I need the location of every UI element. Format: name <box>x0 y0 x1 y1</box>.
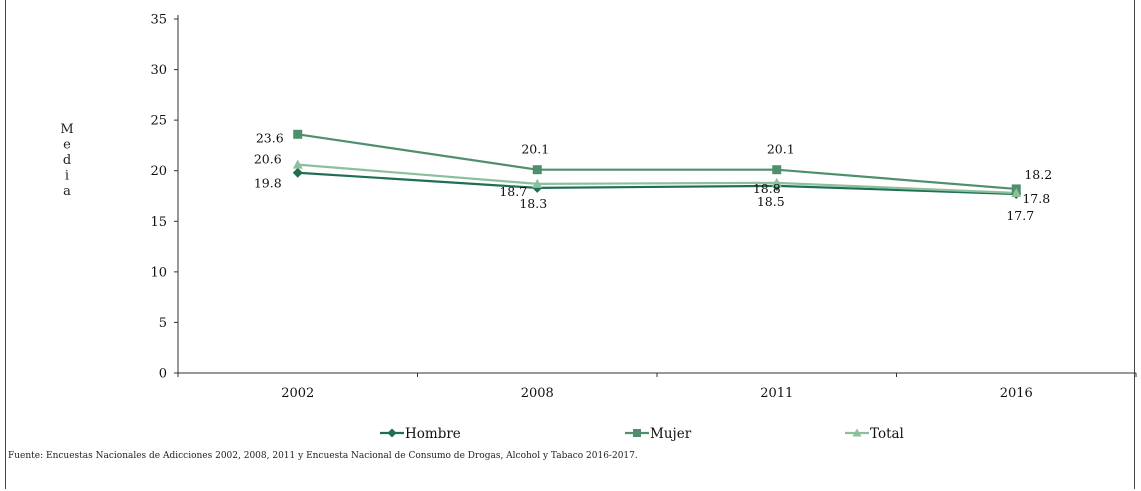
marker-total <box>1011 187 1022 197</box>
source-note: Fuente: Encuestas Nacionales de Adiccion… <box>8 451 638 461</box>
marker-mujer <box>293 129 303 139</box>
legend-label-total: Total <box>870 426 904 442</box>
data-label-total: 18.7 <box>499 184 527 199</box>
data-label-mujer: 18.2 <box>1024 167 1052 182</box>
marker-mujer <box>532 165 542 175</box>
legend-marker-hombre <box>387 428 397 438</box>
legend-label-mujer: Mujer <box>650 426 692 442</box>
data-label-total: 18.8 <box>753 181 781 196</box>
y-axis-label-letter: e <box>63 138 71 153</box>
y-axis-label-letter: a <box>63 184 71 199</box>
y-axis-label-letter: i <box>65 169 69 184</box>
y-tick-label: 20 <box>150 164 167 179</box>
data-label-total: 17.8 <box>1022 191 1050 206</box>
marker-total <box>532 178 543 188</box>
series-line-hombre <box>297 171 1017 196</box>
chart-frame <box>5 0 1135 489</box>
y-axis-label-letter: d <box>63 153 71 168</box>
data-label-hombre: 18.3 <box>519 196 547 211</box>
y-tick-label: 10 <box>150 265 167 280</box>
y-axis-label-letter: M <box>60 122 73 137</box>
series-markers <box>292 129 1022 199</box>
y-axis: 0 5 10 15 20 25 30 35 <box>150 13 179 382</box>
marker-hombre <box>292 167 303 178</box>
legend-marker-total <box>852 428 862 437</box>
y-tick-label: 5 <box>159 316 167 331</box>
x-axis: 2002 2008 2011 2016 <box>177 372 1137 401</box>
data-label-total: 20.6 <box>254 152 282 167</box>
legend-label-hombre: Hombre <box>405 426 461 442</box>
series-line-mujer <box>297 133 1017 191</box>
data-label-hombre: 18.5 <box>757 194 785 209</box>
data-label-hombre: 19.8 <box>254 176 282 191</box>
series-line-total <box>297 163 1017 195</box>
data-label-mujer: 20.1 <box>521 142 549 157</box>
y-tick-label: 15 <box>150 215 167 230</box>
y-tick-label: 30 <box>150 63 167 78</box>
x-tick-label: 2008 <box>521 386 554 401</box>
y-tick-label: 25 <box>150 114 167 129</box>
y-tick-label: 35 <box>150 13 167 28</box>
data-label-hombre: 17.7 <box>1006 208 1034 223</box>
data-labels: 19.8 18.3 18.5 17.7 23.6 20.1 20.1 18.2 20.6 18.7… <box>254 130 1052 223</box>
x-tick-label: 2016 <box>1000 386 1033 401</box>
y-tick-label: 0 <box>159 367 167 382</box>
legend-marker-mujer <box>633 429 641 437</box>
series-lines <box>297 133 1017 196</box>
marker-total <box>771 177 782 187</box>
x-tick-label: 2002 <box>281 386 314 401</box>
data-label-mujer: 23.6 <box>256 130 284 145</box>
data-label-mujer: 20.1 <box>767 142 795 157</box>
marker-mujer <box>772 165 782 175</box>
x-tick-label: 2011 <box>760 386 793 401</box>
marker-total <box>292 159 303 169</box>
legend: Hombre Mujer Total <box>380 426 904 442</box>
